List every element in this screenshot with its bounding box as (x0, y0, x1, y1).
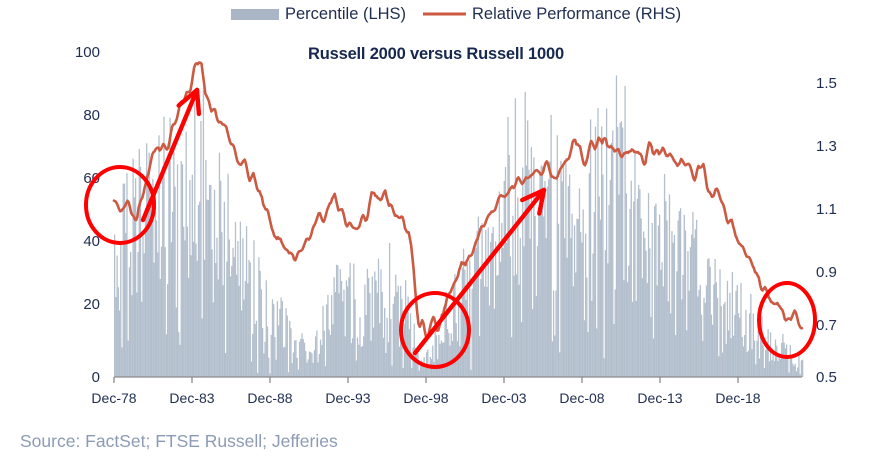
svg-text:Percentile (LHS): Percentile (LHS) (285, 5, 406, 23)
svg-text:Source: FactSet; FTSE Russell;: Source: FactSet; FTSE Russell; Jefferies (20, 431, 338, 451)
svg-text:Dec-13: Dec-13 (637, 390, 682, 406)
svg-text:0.7: 0.7 (816, 317, 837, 334)
svg-text:1.1: 1.1 (816, 201, 837, 218)
svg-text:0: 0 (92, 369, 100, 386)
svg-text:100: 100 (75, 44, 100, 61)
svg-text:Dec-18: Dec-18 (715, 390, 760, 406)
svg-text:Russell 2000 versus Russell 10: Russell 2000 versus Russell 1000 (308, 45, 564, 63)
svg-text:Dec-93: Dec-93 (325, 390, 370, 406)
svg-text:0.5: 0.5 (816, 369, 837, 386)
svg-text:Relative Performance (RHS): Relative Performance (RHS) (472, 5, 681, 23)
svg-text:Dec-83: Dec-83 (169, 390, 214, 406)
svg-text:20: 20 (83, 296, 100, 313)
svg-text:Dec-98: Dec-98 (403, 390, 448, 406)
svg-text:Dec-08: Dec-08 (559, 390, 604, 406)
svg-text:Dec-78: Dec-78 (91, 390, 136, 406)
svg-text:1.5: 1.5 (816, 75, 837, 92)
svg-text:80: 80 (83, 107, 100, 124)
svg-text:Dec-88: Dec-88 (247, 390, 292, 406)
svg-text:0.9: 0.9 (816, 264, 837, 281)
svg-text:1.3: 1.3 (816, 138, 837, 155)
svg-text:Dec-03: Dec-03 (481, 390, 526, 406)
